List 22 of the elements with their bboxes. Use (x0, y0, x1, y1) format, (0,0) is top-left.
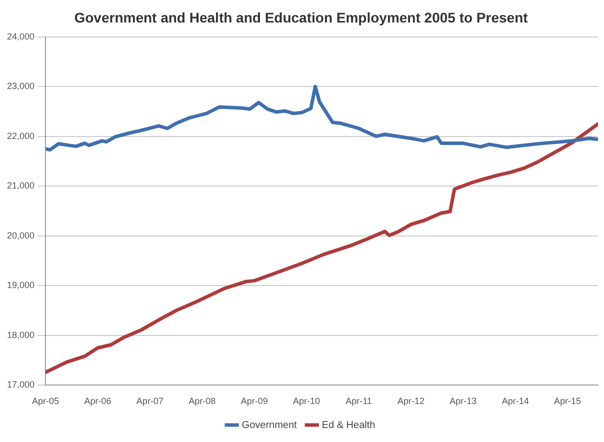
x-tick-label: Apr-11 (346, 396, 372, 406)
x-tick-label: Apr-09 (240, 396, 268, 406)
chart-title: Government and Health and Education Employment 2005 to Present (74, 9, 528, 26)
y-tick-label: 22,000 (6, 130, 35, 141)
y-tick-label: 20,000 (6, 230, 35, 240)
y-tick-label: 23,000 (6, 81, 35, 92)
y-tick-label: 17,000 (6, 380, 35, 390)
x-tick-label: Apr-13 (450, 396, 477, 406)
x-tick-label: Apr-12 (397, 396, 424, 406)
y-tick-label: 18,000 (6, 330, 35, 340)
legend-label: Ed & Health (322, 420, 376, 431)
x-tick-label: Apr-10 (293, 396, 320, 406)
x-tick-label: Apr-05 (32, 396, 60, 406)
x-tick-label: Apr-14 (502, 396, 529, 406)
y-tick-label: 19,000 (6, 280, 35, 290)
x-tick-label: Apr-06 (84, 396, 112, 406)
y-tick-label: 21,000 (6, 180, 35, 191)
x-tick-label: Apr-07 (136, 396, 164, 406)
x-tick-label: Apr-08 (188, 396, 216, 406)
y-tick-label: 24,000 (6, 31, 35, 42)
x-tick-label: Apr-15 (554, 396, 582, 406)
legend-label: Government (242, 420, 298, 431)
